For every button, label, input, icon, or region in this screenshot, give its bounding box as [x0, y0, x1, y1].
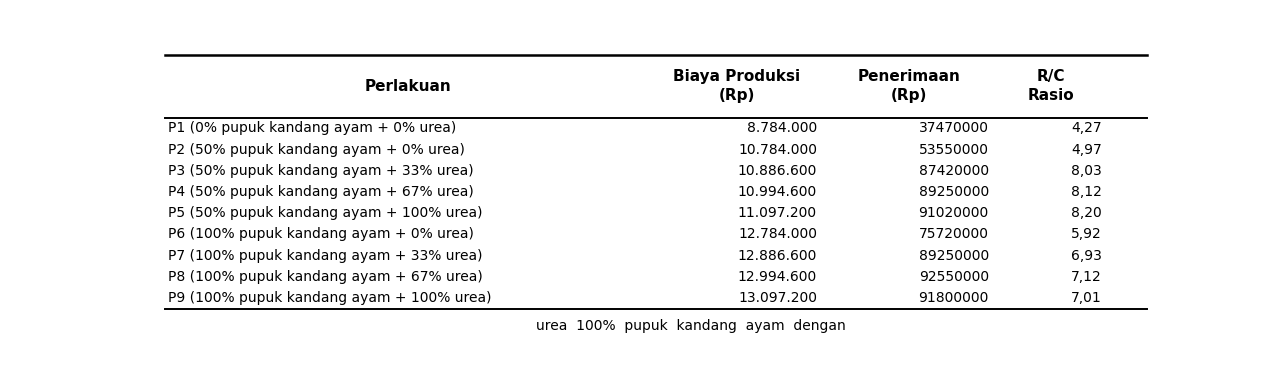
Text: P5 (50% pupuk kandang ayam + 100% urea): P5 (50% pupuk kandang ayam + 100% urea) [168, 206, 483, 220]
Text: 75720000: 75720000 [919, 227, 989, 241]
Text: Penerimaan
(Rp): Penerimaan (Rp) [858, 70, 960, 103]
Text: P4 (50% pupuk kandang ayam + 67% urea): P4 (50% pupuk kandang ayam + 67% urea) [168, 185, 474, 199]
Text: 13.097.200: 13.097.200 [739, 291, 817, 305]
Text: 4,27: 4,27 [1071, 121, 1102, 136]
Text: 5,92: 5,92 [1071, 227, 1102, 241]
Text: 92550000: 92550000 [919, 270, 989, 284]
Text: 12.784.000: 12.784.000 [739, 227, 817, 241]
Text: P3 (50% pupuk kandang ayam + 33% urea): P3 (50% pupuk kandang ayam + 33% urea) [168, 164, 474, 178]
Text: R/C
Rasio: R/C Rasio [1028, 70, 1075, 103]
Text: 89250000: 89250000 [919, 249, 989, 262]
Text: 91800000: 91800000 [919, 291, 989, 305]
Text: Biaya Produksi
(Rp): Biaya Produksi (Rp) [673, 70, 800, 103]
Text: P9 (100% pupuk kandang ayam + 100% urea): P9 (100% pupuk kandang ayam + 100% urea) [168, 291, 492, 305]
Text: 10.886.600: 10.886.600 [737, 164, 817, 178]
Text: 7,12: 7,12 [1071, 270, 1102, 284]
Text: 11.097.200: 11.097.200 [737, 206, 817, 220]
Text: 12.994.600: 12.994.600 [737, 270, 817, 284]
Text: P7 (100% pupuk kandang ayam + 33% urea): P7 (100% pupuk kandang ayam + 33% urea) [168, 249, 483, 262]
Text: Perlakuan: Perlakuan [365, 79, 452, 94]
Text: P6 (100% pupuk kandang ayam + 0% urea): P6 (100% pupuk kandang ayam + 0% urea) [168, 227, 474, 241]
Text: 6,93: 6,93 [1071, 249, 1102, 262]
Text: 37470000: 37470000 [919, 121, 989, 136]
Text: 91020000: 91020000 [919, 206, 989, 220]
Text: 4,97: 4,97 [1071, 142, 1102, 157]
Text: P2 (50% pupuk kandang ayam + 0% urea): P2 (50% pupuk kandang ayam + 0% urea) [168, 142, 465, 157]
Text: 53550000: 53550000 [919, 142, 989, 157]
Text: 89250000: 89250000 [919, 185, 989, 199]
Text: 10.994.600: 10.994.600 [737, 185, 817, 199]
Text: 12.886.600: 12.886.600 [737, 249, 817, 262]
Text: 8.784.000: 8.784.000 [746, 121, 817, 136]
Text: 10.784.000: 10.784.000 [739, 142, 817, 157]
Text: 8,12: 8,12 [1071, 185, 1102, 199]
Text: P1 (0% pupuk kandang ayam + 0% urea): P1 (0% pupuk kandang ayam + 0% urea) [168, 121, 456, 136]
Text: 87420000: 87420000 [919, 164, 989, 178]
Text: 8,03: 8,03 [1071, 164, 1102, 178]
Text: 7,01: 7,01 [1071, 291, 1102, 305]
Text: 8,20: 8,20 [1071, 206, 1102, 220]
Text: P8 (100% pupuk kandang ayam + 67% urea): P8 (100% pupuk kandang ayam + 67% urea) [168, 270, 483, 284]
Text: urea  100%  pupuk  kandang  ayam  dengan: urea 100% pupuk kandang ayam dengan [536, 319, 846, 333]
